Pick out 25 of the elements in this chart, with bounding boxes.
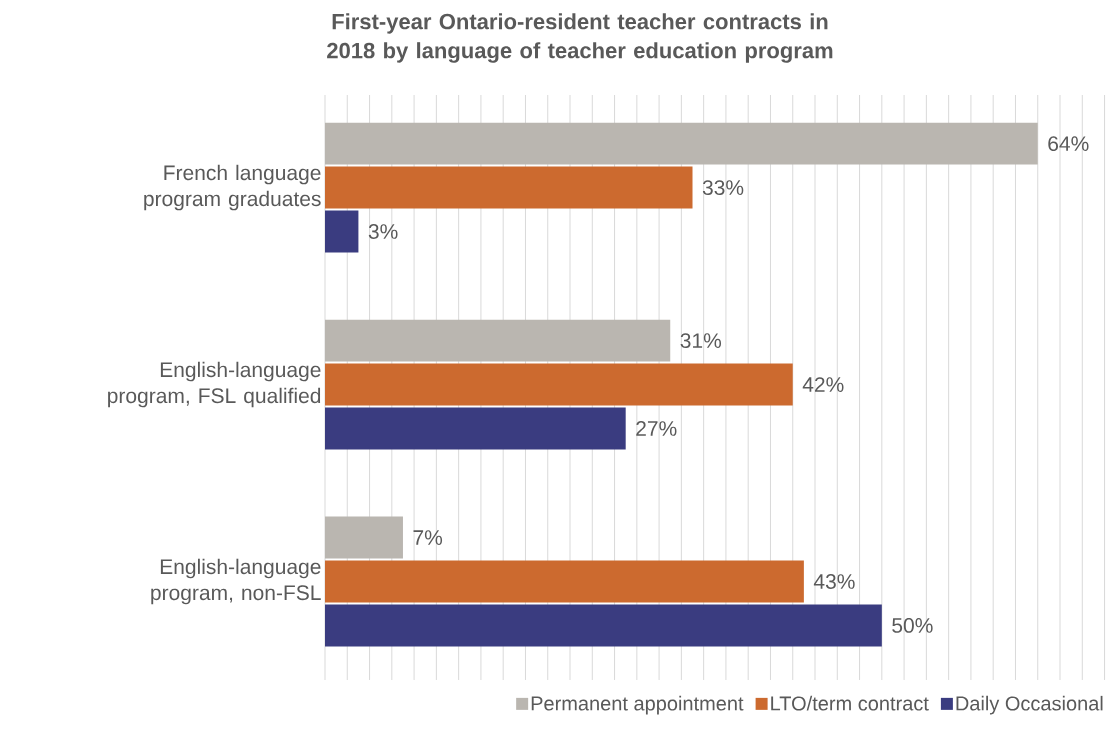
bar [325, 516, 403, 559]
data-label: 50% [892, 618, 933, 633]
chart-title: First-year Ontario-resident teacher contracts in 2018 by language of teacher education program [327, 13, 833, 63]
bar [325, 166, 693, 209]
data-label: 27% [636, 421, 677, 436]
legend-label: Daily Occasional [956, 695, 1103, 715]
bar [325, 210, 359, 253]
data-label: 7% [413, 530, 443, 545]
legend-label: LTO/term contract [771, 695, 929, 711]
data-label: 3% [368, 224, 398, 239]
data-label: 33% [702, 180, 744, 195]
y-tick-label: English-language program, FSL qualified [108, 361, 321, 408]
bar [325, 122, 1038, 165]
bar [325, 407, 626, 450]
bar [325, 604, 882, 647]
y-tick-label: English-language program, non-FSL [151, 558, 321, 605]
data-label: 42% [802, 377, 844, 392]
y-tick-label: French language program graduates [144, 164, 321, 211]
bar [325, 363, 793, 406]
data-label: 31% [680, 333, 722, 349]
bar [325, 560, 804, 603]
data-label: 64% [1048, 136, 1089, 152]
bar [325, 319, 671, 362]
data-label: 43% [813, 574, 855, 589]
legend-label: Permanent appointment [531, 695, 744, 715]
